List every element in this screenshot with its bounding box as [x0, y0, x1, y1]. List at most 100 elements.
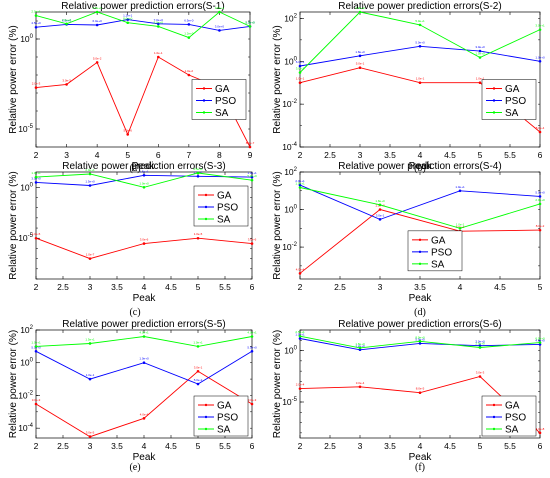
legend-marker: [204, 427, 208, 431]
data-label: 2.0e+0: [535, 198, 545, 202]
legend-marker: [418, 238, 422, 242]
data-label: 3.0e-3: [248, 398, 257, 402]
data-label: 2.5e+1: [193, 167, 203, 171]
x-tick-label: 4.5: [494, 282, 506, 292]
data-point-sa: [196, 345, 200, 348]
x-tick-label: 2: [298, 441, 303, 451]
data-label: 3.0e-6: [140, 238, 149, 242]
legend-marker: [492, 87, 496, 90]
x-axis-label: Peak: [409, 161, 433, 172]
data-label: 5.0e+0: [535, 190, 545, 194]
y-tick-label: 102: [20, 325, 33, 335]
data-point-sa: [250, 178, 254, 182]
chart-panel-2: Relative power prediction errors(S-2) 2 2.…: [272, 1, 545, 174]
data-point-ga: [250, 402, 254, 406]
series-line-pso: [299, 45, 541, 67]
data-label: 4.0e-4: [296, 267, 305, 271]
data-label: 5.0e+0: [247, 345, 257, 349]
data-label: 2.0e-4: [296, 383, 305, 387]
data-label: 1.0e-2: [185, 69, 194, 73]
x-tick-label: 3.5: [111, 441, 123, 451]
x-tick-label: 5.5: [219, 441, 231, 451]
legend-label: SA: [431, 259, 445, 270]
legend-marker: [204, 193, 208, 197]
data-label: 1.0e-1: [154, 51, 163, 55]
legend-label: PSO: [217, 413, 238, 424]
legend-label: PSO: [505, 413, 526, 424]
legend-marker: [492, 427, 496, 431]
chart-panel-6: Relative power prediction errors(S-6) 2 2.…: [272, 319, 545, 473]
x-tick-label: 3.5: [414, 282, 426, 292]
data-label: 1.0e-1: [296, 77, 305, 81]
data-point-ga: [418, 81, 422, 85]
data-label: 6.0e+0: [535, 337, 545, 341]
data-label: 3.0e-6: [248, 238, 257, 242]
data-label: 4.0e+0: [535, 338, 545, 342]
chart-panel-3: Relative power prediction errors(S-3) 2 2.…: [8, 161, 257, 318]
series-line-sa: [35, 11, 251, 39]
x-tick-label: 6: [250, 441, 255, 451]
data-point-sa: [298, 186, 302, 189]
y-tick-label: 100: [20, 358, 33, 368]
legend-label: GA: [217, 401, 232, 412]
data-point-ga: [126, 133, 130, 136]
data-label: 1.0e+0: [535, 55, 545, 59]
x-tick-label: 3.5: [111, 282, 123, 292]
data-point-ga: [34, 86, 38, 89]
data-label: 5.0e-4: [536, 126, 545, 130]
legend-label: GA: [431, 235, 446, 246]
data-point-sa: [358, 346, 362, 350]
legend-label: SA: [505, 425, 519, 436]
data-label: 1.5e+1: [295, 332, 305, 336]
data-point-ga: [298, 272, 302, 275]
data-label: 1.8e+0: [355, 342, 365, 346]
data-label: 3.0e-1: [194, 365, 203, 369]
data-point-pso: [34, 25, 38, 29]
legend-marker: [492, 99, 496, 102]
data-point-ga: [298, 81, 302, 85]
x-tick-label: 3: [88, 441, 93, 451]
x-tick-label: 3: [358, 441, 363, 451]
legend-marker: [202, 87, 206, 90]
data-label: 6.5e+0: [62, 18, 72, 22]
x-tick-label: 3: [378, 282, 383, 292]
x-tick-label: 3.5: [384, 150, 396, 160]
x-tick-label: 5.5: [504, 150, 516, 160]
data-label: 1.8e+0: [375, 199, 385, 203]
x-tick-label: 3: [88, 282, 93, 292]
x-tick-label: 5: [125, 150, 130, 160]
data-label: 5.0e+0: [415, 40, 425, 44]
x-tick-label: 9: [248, 150, 253, 160]
data-label: 1.0e+1: [31, 340, 41, 344]
chart-title: Relative power prediction errors(S-2): [338, 1, 501, 12]
data-point-pso: [187, 23, 191, 26]
x-tick-label: 4: [418, 441, 423, 451]
data-point-ga: [418, 391, 422, 395]
legend-label: GA: [215, 84, 230, 95]
data-label: 3.0e+0: [475, 340, 485, 344]
data-point-pso: [126, 18, 130, 21]
y-tick-label: 10-2: [18, 390, 33, 400]
data-point-sa: [95, 10, 99, 14]
data-label: 5.0e+0: [415, 337, 425, 341]
data-label: 1.0e-7: [86, 253, 95, 257]
data-point-ga: [358, 385, 362, 389]
data-point-pso: [142, 361, 146, 365]
x-tick-label: 6: [156, 150, 161, 160]
x-tick-label: 2: [34, 150, 39, 160]
data-label: 1.2e+1: [123, 14, 133, 18]
legend-label: PSO: [505, 96, 526, 107]
x-axis-label: Peak: [409, 452, 433, 463]
data-label: 2.0e+2: [355, 6, 365, 10]
data-label: 3.0e+0: [215, 24, 225, 28]
y-tick-label: 10-5: [18, 233, 33, 243]
series-line-sa: [299, 187, 541, 229]
x-tick-label: 5: [538, 282, 543, 292]
data-point-sa: [88, 342, 92, 345]
y-axis-label: Relative power error (%): [272, 330, 283, 438]
data-label: 1.8e+0: [355, 50, 365, 54]
x-tick-label: 2.5: [324, 150, 336, 160]
